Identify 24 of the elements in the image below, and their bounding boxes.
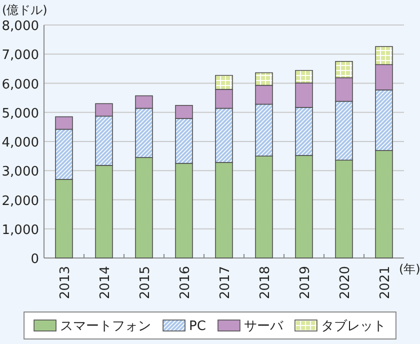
legend-label: サーバ	[244, 319, 284, 334]
y-tick-label: 7,000	[2, 48, 39, 64]
legend-label: タブレット	[320, 319, 386, 334]
y-tick-label: 0	[30, 252, 39, 267]
x-tick-label: 2013	[58, 266, 73, 300]
y-tick-label: 1,000	[2, 222, 39, 238]
x-tick-label: 2014	[98, 266, 113, 300]
x-tick-label: 2017	[218, 266, 233, 300]
x-tick-label: 2019	[298, 266, 313, 300]
x-tick-label: 2015	[138, 266, 153, 300]
y-tick-label: 8,000	[2, 19, 39, 34]
x-axis-title: (年)	[399, 262, 420, 276]
x-tick-label: 2016	[178, 266, 193, 300]
y-tick-label: 3,000	[2, 164, 39, 180]
y-tick-label: 5,000	[2, 106, 39, 122]
x-tick-label: 2018	[258, 266, 273, 300]
x-tick-label: 2021	[378, 266, 393, 300]
y-tick-label: 4,000	[2, 136, 39, 150]
y-tick-label: 2,000	[2, 194, 39, 209]
y-tick-label: 6,000	[2, 77, 39, 92]
legend-label: PC	[189, 319, 206, 334]
legend-label: スマートフォン	[60, 319, 152, 334]
y-axis-title: (億ドル)	[2, 3, 48, 17]
x-tick-label: 2020	[338, 266, 353, 300]
